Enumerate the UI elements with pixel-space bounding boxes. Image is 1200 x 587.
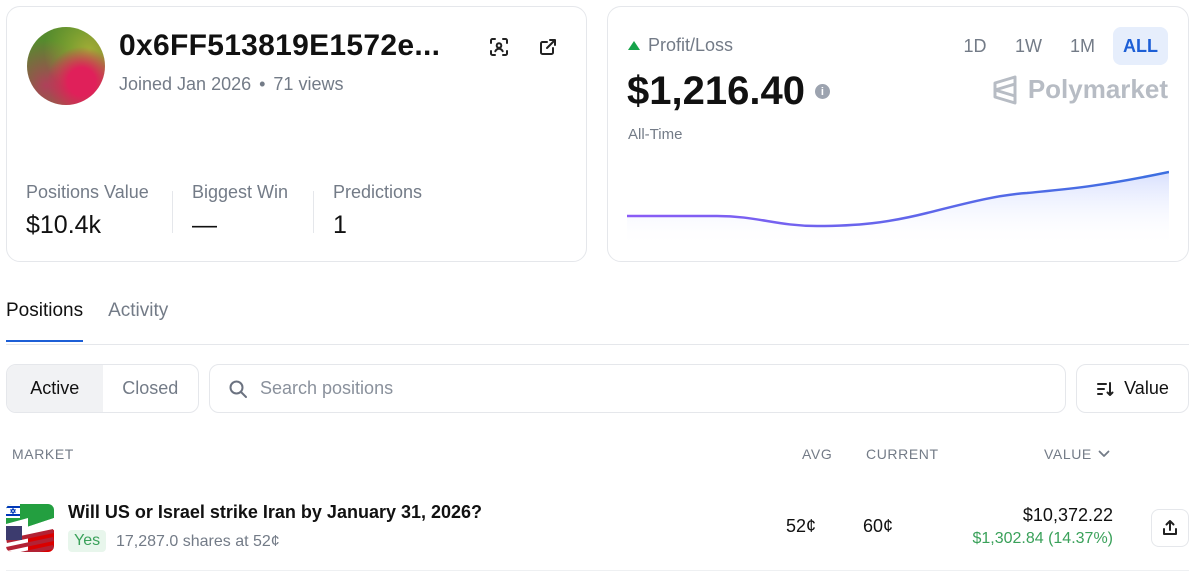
avatar bbox=[27, 27, 105, 105]
header-market: MARKET bbox=[12, 446, 74, 462]
market-image bbox=[6, 504, 54, 552]
shares-info: 17,287.0 shares at 52¢ bbox=[116, 533, 280, 550]
stat-label: Positions Value bbox=[26, 182, 149, 202]
stat-value: — bbox=[192, 211, 217, 239]
tab-divider bbox=[6, 344, 1189, 345]
pnl-label: Profit/Loss bbox=[628, 35, 733, 56]
sort-icon bbox=[1097, 381, 1114, 396]
header-value[interactable]: VALUE bbox=[1044, 446, 1110, 462]
info-icon[interactable]: i bbox=[814, 84, 830, 99]
table-row[interactable]: Will US or Israel strike Iran by January… bbox=[0, 492, 1200, 572]
segment-closed[interactable]: Closed bbox=[122, 378, 179, 398]
status-segmented-control: Active Closed bbox=[6, 364, 199, 413]
search-box bbox=[209, 364, 1066, 413]
pnl-amount: $1,216.40 bbox=[627, 69, 805, 113]
pnl-sparkline bbox=[627, 170, 1169, 247]
header-current[interactable]: CURRENT bbox=[866, 446, 939, 462]
pnl-value: $1,216.40 i bbox=[627, 69, 830, 114]
tab-bar: Positions Activity bbox=[6, 300, 168, 342]
profile-meta: Joined Jan 2026 • 71 views bbox=[119, 74, 343, 95]
pnl-card: Profit/Loss 1D 1W 1M ALL $1,216.40 i Pol… bbox=[607, 6, 1189, 262]
polymarket-icon bbox=[993, 75, 1017, 104]
header-avg[interactable]: AVG bbox=[802, 446, 833, 462]
external-link-button[interactable] bbox=[534, 33, 562, 61]
chevron-down-icon bbox=[1098, 450, 1110, 457]
range-1m[interactable]: 1M bbox=[1069, 35, 1095, 56]
sparkline-area bbox=[627, 172, 1169, 247]
share-icon bbox=[1163, 520, 1177, 535]
stat-label: Predictions bbox=[333, 182, 423, 202]
pnl-label-text: Profit/Loss bbox=[648, 35, 734, 55]
header-value-label: VALUE bbox=[1044, 446, 1092, 462]
stat-positions-value: Positions Value $10.4k bbox=[26, 182, 149, 240]
share-button[interactable] bbox=[1151, 509, 1189, 547]
meta-separator: • bbox=[259, 74, 266, 94]
scan-icon bbox=[490, 38, 508, 56]
segment-active[interactable]: Active bbox=[7, 365, 103, 412]
stat-biggest-win: Biggest Win — bbox=[192, 182, 288, 240]
avg-price: 52¢ bbox=[786, 516, 817, 536]
stat-value: 1 bbox=[333, 211, 347, 239]
stat-predictions: Predictions 1 bbox=[333, 182, 422, 240]
tab-activity[interactable]: Activity bbox=[108, 300, 169, 321]
polymarket-logo: Polymarket bbox=[992, 74, 1168, 105]
external-link-icon bbox=[540, 39, 556, 55]
range-1d[interactable]: 1D bbox=[963, 35, 987, 56]
range-1w[interactable]: 1W bbox=[1014, 35, 1042, 56]
market-title[interactable]: Will US or Israel strike Iran by January… bbox=[68, 502, 483, 522]
scan-button[interactable] bbox=[485, 33, 513, 61]
tab-positions[interactable]: Positions bbox=[6, 300, 84, 342]
search-input[interactable] bbox=[260, 378, 1020, 399]
profile-card: 0x6FF513819E1572e... Joined Jan 2026 • 71 … bbox=[6, 6, 587, 262]
view-count: 71 views bbox=[273, 74, 344, 94]
row-divider bbox=[6, 570, 1189, 571]
sort-button[interactable]: Value bbox=[1076, 364, 1189, 413]
stat-value: $10.4k bbox=[26, 211, 102, 239]
brand-name: Polymarket bbox=[1027, 74, 1168, 104]
position-value: $10,372.22 bbox=[1022, 505, 1113, 525]
wallet-address: 0x6FF513819E1572e... bbox=[119, 29, 441, 62]
current-price: 60¢ bbox=[863, 516, 894, 536]
stat-divider bbox=[313, 191, 314, 233]
joined-date: Joined Jan 2026 bbox=[119, 74, 252, 94]
pnl-period: All-Time bbox=[628, 126, 683, 143]
range-selector: 1D 1W 1M ALL bbox=[953, 27, 1168, 65]
sparkline-line bbox=[627, 170, 1169, 228]
stat-divider bbox=[172, 191, 173, 233]
stat-label: Biggest Win bbox=[192, 182, 289, 202]
search-icon bbox=[229, 380, 247, 398]
sort-label: Value bbox=[1124, 378, 1169, 398]
range-all[interactable]: ALL bbox=[1113, 27, 1168, 65]
position-pnl: $1,302.84 (14.37%) bbox=[972, 530, 1113, 547]
outcome-badge: Yes bbox=[68, 530, 107, 552]
trend-up-icon bbox=[628, 41, 640, 50]
